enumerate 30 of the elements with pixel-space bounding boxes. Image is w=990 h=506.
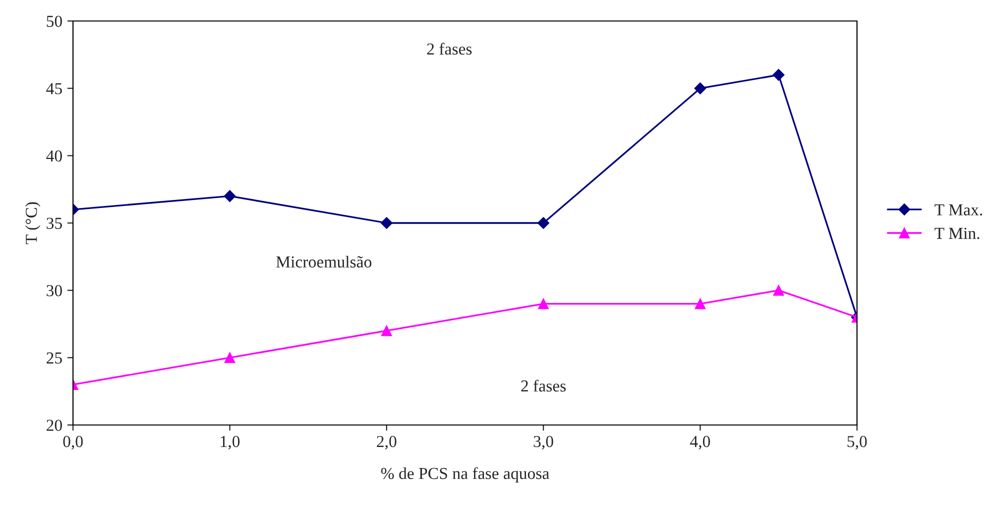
- y-tick-label: 40: [46, 150, 62, 162]
- x-tick-label: 3,0: [534, 436, 554, 450]
- y-tick-label: 30: [46, 285, 62, 296]
- point: [538, 298, 549, 310]
- x-axis-title: % de PCS na fase aquosa: [381, 467, 550, 482]
- y-tick-label: 35: [46, 218, 62, 229]
- annotation: 2 fases: [521, 380, 566, 392]
- x-tick-label: 0,0: [63, 436, 83, 450]
- x-tick-label: 4,0: [690, 436, 710, 450]
- annotation: 2 fases: [427, 42, 472, 55]
- y-tick-label: 25: [46, 352, 62, 364]
- legend-label: T Max.: [934, 204, 982, 216]
- point: [381, 325, 392, 336]
- y-tick-label: 20: [46, 420, 62, 431]
- y-tick-label: 50: [46, 16, 62, 27]
- y-axis-title: T (°C): [25, 202, 40, 244]
- x-tick-label: 2,0: [376, 436, 396, 450]
- point: [224, 190, 236, 202]
- point: [380, 217, 393, 229]
- x-tick-label: 1,0: [220, 436, 240, 450]
- legend-label: T Min.: [934, 228, 980, 240]
- point: [772, 68, 785, 81]
- annotation: Microemulsão: [276, 256, 372, 268]
- y-tick-label: 45: [46, 83, 62, 94]
- point: [694, 82, 706, 94]
- point: [537, 217, 550, 229]
- point: [773, 284, 784, 296]
- point: [694, 298, 706, 310]
- point: [224, 352, 236, 364]
- x-tick-label: 5,0: [848, 436, 867, 450]
